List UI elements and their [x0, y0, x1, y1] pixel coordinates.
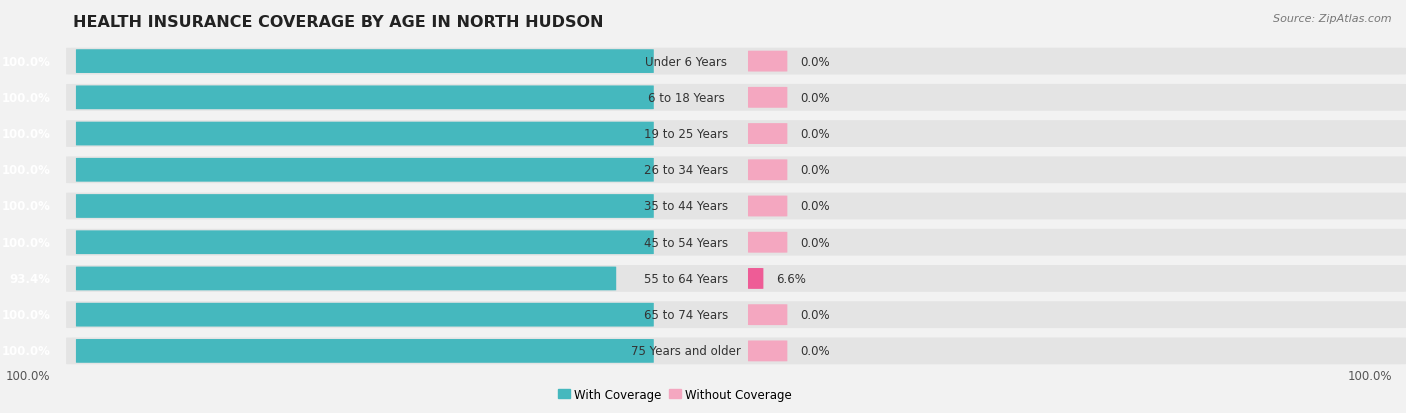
Text: 100.0%: 100.0% — [1, 92, 51, 104]
FancyBboxPatch shape — [748, 88, 787, 109]
Text: 0.0%: 0.0% — [800, 309, 830, 321]
Text: 35 to 44 Years: 35 to 44 Years — [644, 200, 728, 213]
Text: 6.6%: 6.6% — [776, 272, 806, 285]
FancyBboxPatch shape — [66, 49, 1406, 75]
Text: 0.0%: 0.0% — [800, 344, 830, 358]
FancyBboxPatch shape — [76, 339, 654, 363]
Text: 0.0%: 0.0% — [800, 55, 830, 69]
Text: 100.0%: 100.0% — [1, 164, 51, 177]
FancyBboxPatch shape — [748, 304, 787, 325]
FancyBboxPatch shape — [66, 157, 1406, 184]
FancyBboxPatch shape — [748, 268, 763, 289]
FancyBboxPatch shape — [748, 160, 787, 181]
FancyBboxPatch shape — [76, 303, 654, 327]
Text: 26 to 34 Years: 26 to 34 Years — [644, 164, 728, 177]
FancyBboxPatch shape — [66, 229, 1406, 256]
FancyBboxPatch shape — [748, 124, 787, 145]
Text: 19 to 25 Years: 19 to 25 Years — [644, 128, 728, 141]
Text: 0.0%: 0.0% — [800, 92, 830, 104]
Text: 100.0%: 100.0% — [1, 309, 51, 321]
FancyBboxPatch shape — [66, 121, 1406, 147]
FancyBboxPatch shape — [76, 122, 654, 146]
FancyBboxPatch shape — [76, 267, 616, 291]
FancyBboxPatch shape — [66, 85, 1406, 112]
Text: 100.0%: 100.0% — [1, 200, 51, 213]
FancyBboxPatch shape — [76, 159, 654, 182]
FancyBboxPatch shape — [76, 50, 654, 74]
FancyBboxPatch shape — [76, 195, 654, 218]
FancyBboxPatch shape — [66, 301, 1406, 328]
Text: 100.0%: 100.0% — [6, 369, 51, 382]
FancyBboxPatch shape — [748, 232, 787, 253]
Text: HEALTH INSURANCE COVERAGE BY AGE IN NORTH HUDSON: HEALTH INSURANCE COVERAGE BY AGE IN NORT… — [73, 15, 603, 30]
FancyBboxPatch shape — [748, 196, 787, 217]
Text: 0.0%: 0.0% — [800, 236, 830, 249]
FancyBboxPatch shape — [76, 231, 654, 254]
Text: 100.0%: 100.0% — [1347, 369, 1392, 382]
Legend: With Coverage, Without Coverage: With Coverage, Without Coverage — [553, 383, 797, 405]
FancyBboxPatch shape — [76, 86, 654, 110]
Text: 55 to 64 Years: 55 to 64 Years — [644, 272, 728, 285]
Text: 100.0%: 100.0% — [1, 236, 51, 249]
Text: 75 Years and older: 75 Years and older — [631, 344, 741, 358]
Text: Under 6 Years: Under 6 Years — [645, 55, 727, 69]
FancyBboxPatch shape — [66, 338, 1406, 364]
FancyBboxPatch shape — [748, 52, 787, 72]
Text: 100.0%: 100.0% — [1, 128, 51, 141]
Text: 6 to 18 Years: 6 to 18 Years — [648, 92, 724, 104]
Text: 93.4%: 93.4% — [10, 272, 51, 285]
Text: 100.0%: 100.0% — [1, 344, 51, 358]
FancyBboxPatch shape — [66, 193, 1406, 220]
FancyBboxPatch shape — [748, 341, 787, 361]
Text: 0.0%: 0.0% — [800, 200, 830, 213]
FancyBboxPatch shape — [66, 266, 1406, 292]
Text: 100.0%: 100.0% — [1, 55, 51, 69]
Text: 45 to 54 Years: 45 to 54 Years — [644, 236, 728, 249]
Text: Source: ZipAtlas.com: Source: ZipAtlas.com — [1274, 14, 1392, 24]
Text: 0.0%: 0.0% — [800, 164, 830, 177]
Text: 0.0%: 0.0% — [800, 128, 830, 141]
Text: 65 to 74 Years: 65 to 74 Years — [644, 309, 728, 321]
